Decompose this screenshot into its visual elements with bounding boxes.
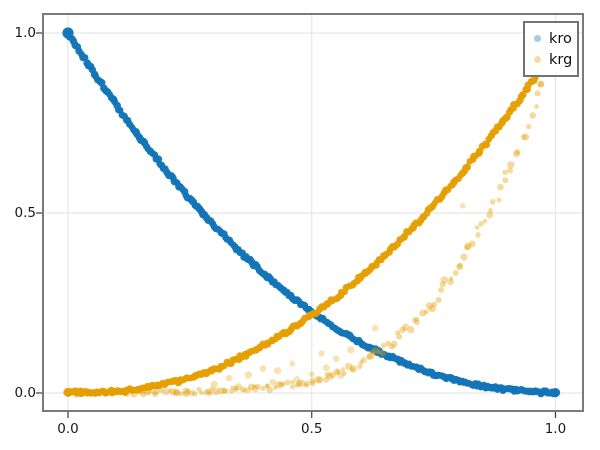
series-krg-branch-scattered <box>65 80 545 398</box>
y-tick-label: 1.0 <box>14 25 36 41</box>
legend-label-kro: kro <box>549 30 572 47</box>
kro-marker-icon <box>534 35 541 42</box>
x-tick-label: 0.5 <box>300 421 323 437</box>
series-krg-branch-dense <box>63 64 545 398</box>
y-tick-label: 0.0 <box>14 385 36 401</box>
krg-marker-icon <box>534 56 541 63</box>
legend-label-krg: krg <box>549 51 573 68</box>
legend: kro krg <box>523 21 579 77</box>
series-krg-outliers <box>210 203 466 390</box>
x-tick-label: 1.0 <box>544 421 567 437</box>
y-tick-label: 0.5 <box>14 205 36 221</box>
series-kro <box>62 27 561 398</box>
x-tick-label: 0.0 <box>57 421 79 437</box>
legend-entry-kro: kro <box>534 31 577 47</box>
legend-entry-krg: krg <box>534 52 577 68</box>
